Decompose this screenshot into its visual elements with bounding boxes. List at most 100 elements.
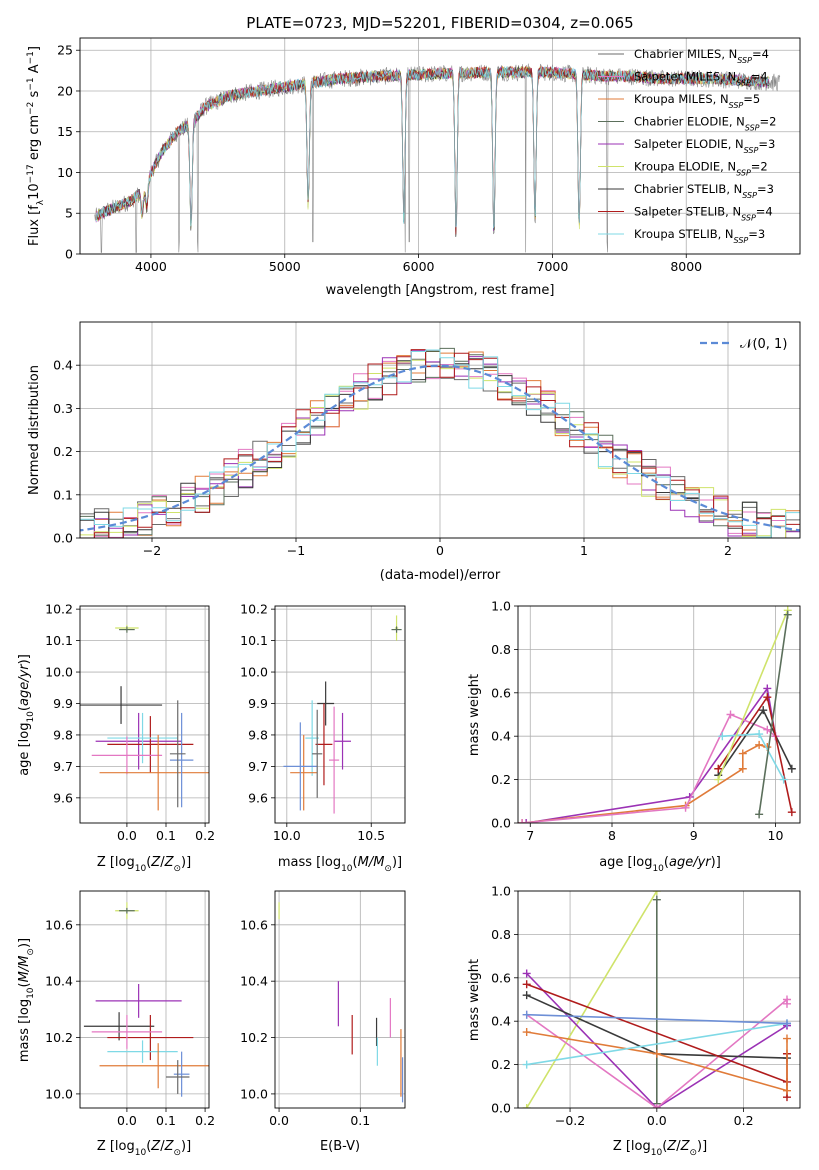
mass-weight-line — [526, 1031, 788, 1092]
axes-frame — [517, 890, 801, 1109]
y-tick-label: 10.1 — [45, 633, 73, 648]
legend-entry: Kroupa MILES, NSSP=5 — [634, 92, 760, 110]
axes-frame — [79, 605, 210, 824]
mass-weight-line — [526, 1022, 788, 1066]
y-tick-label: 0.3 — [53, 401, 73, 416]
mass-weight-line — [526, 1013, 788, 1025]
x-tick-label: 0.1 — [156, 1113, 176, 1128]
mass-weight-vs-Z-panel: −0.2 0.0 0.2 0.0 0.2 0.4 0.6 0.8 1.0 — [491, 884, 801, 1128]
data-point-marker — [718, 732, 727, 741]
data-point-marker — [726, 710, 735, 719]
y-tick-label: 10.0 — [240, 1086, 268, 1101]
y-tick-label: 10.2 — [240, 1030, 268, 1045]
x-tick-label: 0.2 — [195, 828, 215, 843]
data-point-marker — [522, 1060, 531, 1069]
data-point-marker — [522, 1028, 531, 1037]
spectrum-panel: 4000 5000 6000 7000 8000 0 5 10 15 20 25 — [57, 37, 801, 274]
data-point-marker — [779, 775, 788, 784]
mass-weight-line — [758, 614, 789, 815]
data-point-marker — [755, 740, 764, 749]
x-tick-label: 0.2 — [195, 1113, 215, 1128]
y-tick-label: 10.0 — [45, 1086, 73, 1101]
model-spectrum-line — [95, 65, 770, 229]
legend-entry: Chabrier STELIB, NSSP=3 — [634, 182, 774, 200]
x-axis-label: age [log10(age/yr)] — [599, 855, 721, 874]
data-point-marker — [714, 775, 723, 784]
legend-entry: 𝒩(0, 1) — [740, 337, 787, 352]
histogram-step-line — [80, 349, 800, 538]
data-point-marker — [652, 1104, 661, 1108]
legend-entry: Salpeter MILES, NSSP=4 — [634, 70, 768, 88]
mass-weight-line — [717, 609, 789, 780]
x-axis-label: Z [log10(Z/Z⊙)] — [97, 855, 191, 874]
mass-weight-line — [526, 891, 658, 1108]
y-tick-label: 10.2 — [240, 602, 268, 617]
data-point-marker — [738, 764, 747, 773]
axes-frame — [274, 890, 406, 1109]
y-tick-label: 1.0 — [491, 884, 511, 899]
y-tick-label: 10.0 — [240, 665, 268, 680]
x-tick-label: 0.2 — [734, 1113, 754, 1128]
mass-weight-vs-Z-panel-plot-area — [522, 891, 791, 1108]
y-tick-label: 0.2 — [491, 772, 511, 787]
y-tick-label: 10.4 — [240, 974, 268, 989]
x-tick-label: 5000 — [269, 259, 301, 274]
y-tick-label: 15 — [57, 124, 73, 139]
x-tick-label: 0.0 — [117, 828, 137, 843]
data-point-marker — [681, 803, 690, 812]
y-tick-label: 0.0 — [491, 816, 511, 831]
x-tick-label: 9 — [690, 828, 698, 843]
axes-frame — [274, 605, 406, 824]
age-vs-mass-panel: 10.0 10.5 9.6 9.7 9.8 9.9 10.0 10.1 10.2 — [240, 602, 406, 843]
legend-entry: Chabrier MILES, NSSP=4 — [634, 47, 769, 65]
x-axis-label: Z [log10(Z/Z⊙)] — [613, 1139, 707, 1158]
x-tick-label: 6000 — [403, 259, 435, 274]
y-tick-label: 10.6 — [240, 917, 268, 932]
y-tick-label: 5 — [65, 206, 73, 221]
x-tick-label: 7 — [526, 828, 534, 843]
x-axis-label: wavelength [Angstrom, rest frame] — [326, 283, 555, 298]
x-tick-label: 2 — [724, 543, 732, 558]
data-point-marker — [652, 895, 661, 904]
data-point-marker — [759, 706, 768, 715]
y-tick-label: 9.8 — [53, 727, 73, 742]
mass-vs-EBV-panel-plot-area — [278, 902, 404, 1103]
x-tick-label: 0.0 — [647, 1113, 667, 1128]
x-tick-label: −1 — [287, 543, 305, 558]
y-tick-label: 0.4 — [491, 729, 511, 744]
x-tick-label: 10.0 — [273, 828, 301, 843]
spectrum-panel-plot-area — [94, 63, 781, 253]
x-tick-label: 0.0 — [117, 1113, 137, 1128]
data-point-marker — [787, 764, 796, 773]
data-point-marker — [782, 1019, 791, 1028]
mass-vs-Z-panel-plot-area — [83, 902, 209, 1097]
histogram-panel: −2 −1 0 1 2 0.0 0.1 0.2 0.3 0.4 — [53, 321, 801, 558]
y-tick-label: 9.9 — [248, 696, 268, 711]
y-tick-label: 0.2 — [53, 444, 73, 459]
x-axis-label: mass [log10(M/M⊙)] — [278, 855, 402, 874]
histogram-step-line — [80, 350, 800, 538]
legend-entry: Salpeter STELIB, NSSP=4 — [634, 205, 773, 223]
y-tick-label: 10.2 — [45, 602, 73, 617]
y-tick-label: 0.4 — [53, 358, 73, 373]
x-tick-label: −2 — [143, 543, 161, 558]
data-point-marker — [522, 980, 531, 989]
data-point-marker — [738, 749, 747, 758]
x-tick-label: 10.5 — [357, 828, 385, 843]
y-axis-label: Flux [fλ10−17 erg cm−2 s−1 A−1] — [26, 46, 46, 246]
data-point-marker — [518, 819, 527, 823]
x-tick-label: 0.1 — [350, 1113, 370, 1128]
y-axis-label: mass weight — [467, 959, 482, 1041]
y-tick-label: 0.1 — [53, 487, 73, 502]
y-tick-label: 0.6 — [491, 970, 511, 985]
x-axis-label: Z [log10(Z/Z⊙)] — [97, 1139, 191, 1158]
data-point-marker — [782, 1034, 791, 1043]
y-tick-label: 0.0 — [491, 1101, 511, 1116]
y-axis-label: Normed distribution — [27, 365, 42, 495]
data-point-marker — [763, 693, 772, 702]
mass-vs-EBV-panel: 0.0 0.1 10.0 10.2 10.4 10.6 — [240, 890, 406, 1128]
y-tick-label: 9.7 — [248, 759, 268, 774]
data-point-marker — [652, 891, 661, 895]
y-axis-label: mass weight — [467, 674, 482, 756]
